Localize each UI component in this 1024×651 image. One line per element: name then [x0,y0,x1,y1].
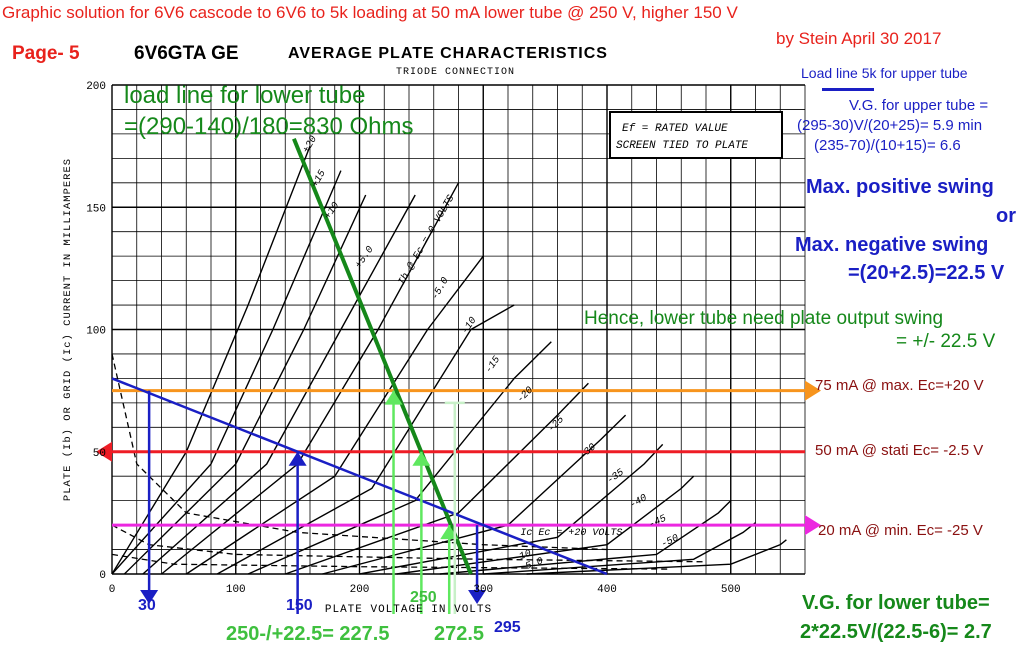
y-tick-label: 50 [93,448,106,460]
grid-current-curve [111,553,669,570]
plate-curve [161,182,460,575]
level-20ma-label: 20 mA @ min. Ec= -25 V [818,522,983,539]
plate-curve [111,170,342,575]
x-tick-label: 100 [226,584,246,596]
page-label: Page- 5 [12,43,80,64]
marker-arrow [140,590,159,604]
hence-line2: = +/- 22.5 V [896,331,996,352]
y-tick-label: 100 [86,326,106,338]
vg-upper-line2: (295-30)V/(20+25)= 5.9 min [797,117,983,134]
swing-values-label: 250-/+22.5= 227.5 [226,623,390,645]
load-line-lower-label-1: load line for lower tube [124,82,366,109]
y-tick-label: 200 [86,81,106,93]
load-line [111,377,608,576]
vg-upper-line1: V.G. for upper tube = [849,97,989,114]
curve-layer [111,145,787,575]
swing-line3: Max. negative swing [795,234,989,256]
marker-arrow [412,451,431,466]
curve-label: 10 [518,549,533,563]
x-tick-label: 200 [350,584,370,596]
curve-label: Ic Ec = +20 VOLTS [520,528,622,539]
level-75ma-label: 75 mA @ max. Ec=+20 V [815,377,984,394]
note-box-line1: Ef = RATED VALUE [622,123,728,135]
x-tick-label: 0 [109,584,116,596]
swing-line1: Max. positive swing [806,176,994,198]
y-axis-label: PLATE (Ib) OR GRID (Ic) CURRENT IN MILLI… [62,158,74,501]
swing-line2: or [996,205,1016,227]
plate-curve [526,539,787,575]
tube-label: 6V6GTA GE [134,43,239,64]
legend-upper-load-line: Load line 5k for upper tube [801,65,968,81]
plate-curve [439,500,732,575]
grid-current-curve [111,353,608,551]
marker-30-label: 30 [138,597,156,614]
curve-label: -35 [605,467,626,486]
note-box-line2: SCREEN TIED TO PLATE [616,140,748,152]
load-line [292,138,473,575]
curve-label: -50 [660,533,681,551]
marker-295-label: 295 [494,619,521,636]
level-50ma-label: 50 mA @ stati Ec= -2.5 V [815,442,984,459]
level-arrow [805,380,821,401]
plate-curve [142,194,416,575]
vg-lower-line2: 2*22.5V/(22.5-6)= 2.7 [800,621,992,643]
x-tick-label: 400 [597,584,617,596]
level-arrow [96,441,112,462]
y-tick-label: 150 [86,203,106,215]
plate-curve [285,382,589,575]
plate-curve [322,414,627,575]
x-axis-label: PLATE VOLTAGE IN VOLTS [325,604,492,616]
marker-2725-label: 272.5 [434,623,485,645]
marker-arrow [384,390,403,405]
plate-curve [247,341,552,575]
swing-line4: =(20+2.5)=22.5 V [848,262,1005,284]
marker-arrow [468,590,487,604]
x-tick-label: 300 [473,584,493,596]
plate-curve [216,304,515,575]
legend-upper-swatch [822,88,874,91]
note-box [609,111,783,159]
x-tick-label: 500 [721,584,741,596]
curve-label: -25 [546,415,567,436]
chart-title: AVERAGE PLATE CHARACTERISTICS [288,45,608,62]
vg-lower-line1: V.G. for lower tube= [802,592,990,614]
y-tick-label: 0 [99,570,106,582]
plate-curve [123,194,367,575]
marker-150-label: 150 [286,597,313,614]
header-title-line1: Graphic solution for 6V6 cascode to 6V6 … [2,3,738,22]
plate-curve [359,443,664,575]
curve-label: -45 [647,514,668,532]
curve-label: +15 [310,169,329,190]
curve-label: +5.0 [354,245,377,271]
load-line-lower-label-2: =(290-140)/180=830 Ohms [124,113,414,140]
curve-label: -15 [484,355,503,376]
curve-label: +10 [323,201,342,222]
marker-250-label: 250 [410,589,437,606]
chart-subtitle: TRIODE CONNECTION [396,67,516,78]
header-title-line2: by Stein April 30 2017 [776,29,942,48]
level-arrow [805,515,821,536]
vg-upper-line3: (235-70)/(10+15)= 6.6 [814,137,961,154]
hence-line1: Hence, lower tube need plate output swin… [584,308,944,329]
grid-current-curve [111,524,707,563]
marker-arrow [288,451,307,466]
overlay-layer [96,138,821,614]
